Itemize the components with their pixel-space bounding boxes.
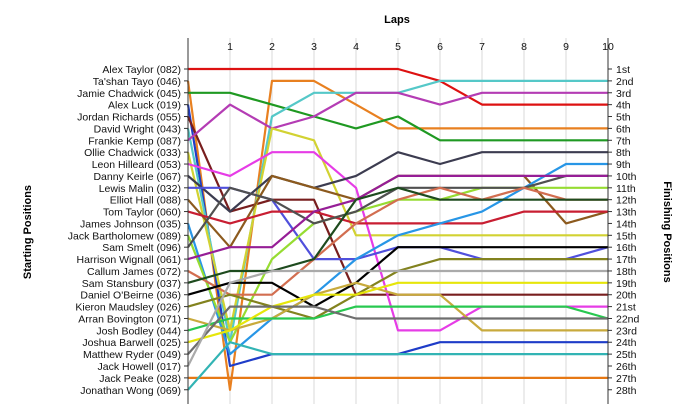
driver-line: [187, 269, 608, 367]
lap-tick-label: 2: [269, 41, 275, 53]
starting-position-labels: Alex Taylor (082)Ta'shan Tayo (046)Jamie…: [68, 64, 181, 397]
driver-line: [187, 246, 608, 308]
driver-line: [187, 281, 608, 344]
starting-driver-label: Jamie Chadwick (045): [77, 88, 181, 100]
starting-driver-label: James Johnson (035): [80, 218, 181, 230]
finishing-position-labels: 1st2nd3rd4th5th6th7th8th9th10th11th12th1…: [616, 64, 640, 397]
lap-tick-label: 4: [353, 41, 359, 53]
starting-driver-label: Elliot Hall (088): [110, 195, 181, 207]
starting-driver-label: Jonathan Wong (069): [80, 385, 181, 397]
finishing-position-label: 1st: [616, 64, 630, 76]
driver-line: [187, 281, 608, 332]
starting-driver-label: Josh Bodley (044): [96, 325, 181, 337]
starting-driver-label: Sam Stansbury (037): [82, 278, 181, 290]
finishing-position-label: 10th: [616, 171, 637, 183]
finishing-position-label: 19th: [616, 278, 637, 290]
starting-driver-label: Kieron Maudsley (026): [75, 302, 181, 314]
finishing-position-label: 26th: [616, 361, 637, 373]
starting-driver-label: Alex Taylor (082): [102, 64, 181, 76]
plot-frame: [184, 38, 612, 404]
driver-line: [187, 341, 608, 391]
driver-line: [187, 174, 608, 261]
finishing-position-label: 6th: [616, 123, 631, 135]
left-axis-title: Starting Positions: [22, 185, 34, 279]
starting-driver-label: Jack Peake (028): [99, 373, 181, 385]
finishing-position-label: 16th: [616, 242, 637, 254]
driver-line: [187, 151, 608, 213]
starting-driver-label: Ollie Chadwick (033): [84, 147, 181, 159]
lap-tick-label: 9: [563, 41, 569, 53]
driver-line: [187, 186, 608, 284]
lap-tick-label: 3: [311, 41, 317, 53]
driver-line: [186, 79, 608, 391]
finishing-position-label: 18th: [616, 266, 637, 278]
finishing-position-label: 2nd: [616, 76, 634, 88]
driver-line: [188, 67, 608, 106]
starting-driver-label: Frankie Kemp (087): [88, 135, 181, 147]
lap-tick-label: 8: [521, 41, 527, 53]
driver-line: [187, 305, 609, 332]
finishing-position-label: 11th: [616, 183, 636, 195]
driver-line: [186, 162, 608, 356]
starting-driver-label: Sam Smelt (096): [102, 242, 181, 254]
finishing-position-label: 17th: [616, 254, 637, 266]
finishing-position-label: 21st: [616, 302, 636, 314]
finishing-position-label: 27th: [616, 373, 637, 385]
finishing-position-label: 25th: [616, 349, 637, 361]
starting-driver-label: Daniel O'Beirne (036): [80, 290, 181, 302]
starting-driver-label: Jordan Richards (055): [77, 112, 181, 124]
driver-line: [188, 91, 608, 142]
starting-driver-label: Alex Luck (019): [108, 100, 181, 112]
lap-tick-labels: 1 2 3 4 5 6 7 8 9 10: [227, 41, 614, 53]
finishing-position-label: 3rd: [616, 88, 631, 100]
x-axis-title: Laps: [384, 14, 410, 26]
finishing-position-label: 7th: [616, 135, 631, 147]
finishing-position-label: 9th: [616, 159, 631, 171]
starting-driver-label: Jack Howell (017): [98, 361, 181, 373]
starting-driver-label: David Wright (043): [94, 123, 181, 135]
starting-driver-label: Arran Bovington (071): [78, 313, 181, 325]
finishing-position-label: 24th: [616, 337, 637, 349]
starting-driver-label: Matthew Ryder (049): [83, 349, 181, 361]
finishing-position-label: 12th: [616, 195, 637, 207]
finishing-position-label: 15th: [616, 230, 637, 242]
driver-line: [187, 91, 608, 142]
finishing-position-label: 4th: [616, 100, 631, 112]
lap-tick-label: 6: [437, 41, 443, 53]
starting-driver-label: Jack Bartholomew (089): [68, 230, 181, 242]
driver-line: [187, 210, 608, 225]
finishing-position-label: 28th: [616, 385, 637, 397]
starting-driver-label: Tom Taylor (060): [103, 207, 181, 219]
finishing-position-label: 8th: [616, 147, 631, 159]
starting-driver-label: Ta'shan Tayo (046): [93, 76, 181, 88]
finishing-position-label: 20th: [616, 290, 637, 302]
position-lines: [186, 67, 609, 391]
starting-driver-label: Leon Hilleard (053): [92, 159, 181, 171]
starting-driver-label: Harrison Wignall (061): [77, 254, 181, 266]
starting-driver-label: Joshua Barwell (025): [82, 337, 181, 349]
driver-line: [187, 305, 608, 355]
finishing-position-label: 14th: [616, 218, 637, 230]
starting-driver-label: Danny Keirle (067): [93, 171, 181, 183]
lap-tick-label: 7: [479, 41, 485, 53]
finishing-position-label: 22nd: [616, 313, 640, 325]
finishing-position-label: 13th: [616, 207, 637, 219]
finishing-position-label: 5th: [616, 112, 631, 124]
starting-driver-label: Callum James (072): [87, 266, 181, 278]
starting-driver-label: Lewis Malin (032): [99, 183, 181, 195]
finishing-position-label: 23rd: [616, 325, 637, 337]
lap-tick-label: 1: [227, 41, 233, 53]
lap-tick-label: 5: [395, 41, 401, 53]
driver-line: [187, 186, 608, 296]
right-axis-title: Finishing Positions: [661, 181, 673, 282]
